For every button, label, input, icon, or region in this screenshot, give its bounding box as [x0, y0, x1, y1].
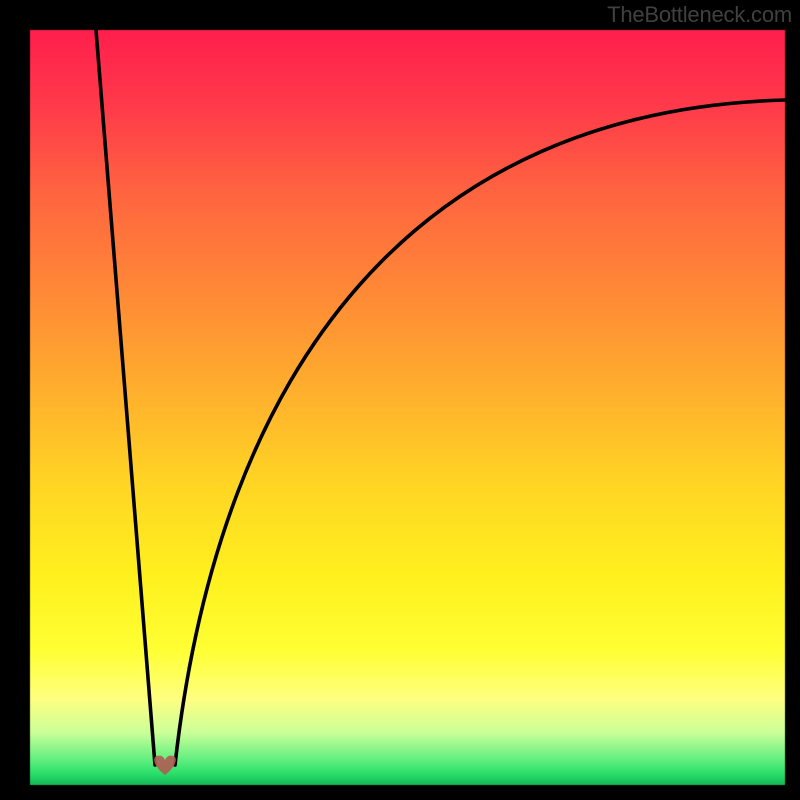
- attribution-text: TheBottleneck.com: [607, 2, 792, 28]
- gradient-background: [0, 0, 800, 800]
- chart-container: TheBottleneck.com: [0, 0, 800, 800]
